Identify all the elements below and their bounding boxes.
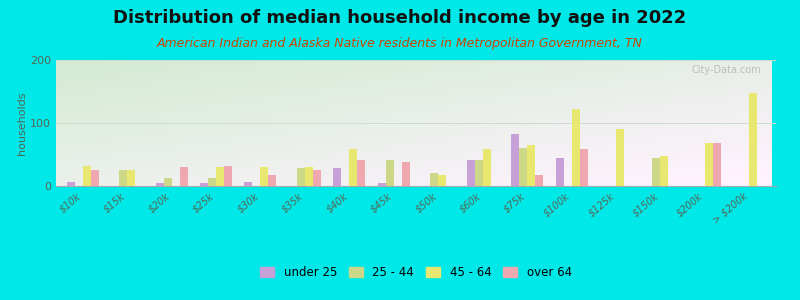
- Bar: [511, 134, 519, 186]
- Bar: [358, 160, 366, 186]
- Bar: [179, 167, 187, 186]
- Bar: [535, 175, 543, 186]
- Text: American Indian and Alaska Native residents in Metropolitan Government, TN: American Indian and Alaska Native reside…: [157, 38, 643, 50]
- Bar: [82, 166, 90, 186]
- Bar: [261, 167, 269, 186]
- Bar: [750, 93, 758, 186]
- Bar: [200, 183, 208, 186]
- Bar: [297, 168, 305, 186]
- Bar: [474, 160, 482, 186]
- Bar: [313, 170, 321, 186]
- Y-axis label: households: households: [18, 91, 27, 155]
- Bar: [82, 166, 90, 186]
- Bar: [713, 143, 721, 186]
- Bar: [402, 162, 410, 186]
- Bar: [430, 173, 438, 186]
- Bar: [527, 145, 535, 186]
- Bar: [200, 183, 208, 186]
- Bar: [555, 158, 563, 186]
- Bar: [163, 178, 171, 186]
- Bar: [482, 149, 490, 186]
- Bar: [119, 170, 127, 186]
- Bar: [90, 170, 98, 186]
- Bar: [438, 175, 446, 186]
- Bar: [466, 160, 474, 186]
- Bar: [386, 160, 394, 186]
- Bar: [438, 175, 446, 186]
- Bar: [155, 183, 163, 186]
- Bar: [208, 178, 216, 186]
- Bar: [378, 183, 386, 186]
- Bar: [511, 134, 519, 186]
- Bar: [224, 166, 232, 186]
- Bar: [90, 170, 98, 186]
- Text: Distribution of median household income by age in 2022: Distribution of median household income …: [114, 9, 686, 27]
- Bar: [208, 178, 216, 186]
- Bar: [386, 160, 394, 186]
- Bar: [555, 158, 563, 186]
- Bar: [616, 129, 624, 186]
- Bar: [579, 149, 587, 186]
- Bar: [297, 168, 305, 186]
- Bar: [571, 109, 579, 186]
- Bar: [535, 175, 543, 186]
- Bar: [378, 183, 386, 186]
- Bar: [350, 149, 358, 186]
- Bar: [179, 167, 187, 186]
- Bar: [334, 168, 342, 186]
- Bar: [127, 170, 135, 186]
- Bar: [350, 149, 358, 186]
- Bar: [163, 178, 171, 186]
- Legend: under 25, 25 - 44, 45 - 64, over 64: under 25, 25 - 44, 45 - 64, over 64: [255, 261, 577, 284]
- Text: City-Data.com: City-Data.com: [692, 65, 762, 75]
- Bar: [705, 143, 713, 186]
- Bar: [119, 170, 127, 186]
- Bar: [653, 158, 661, 186]
- Bar: [305, 167, 313, 186]
- Bar: [245, 182, 253, 186]
- Bar: [430, 173, 438, 186]
- Bar: [127, 170, 135, 186]
- Bar: [713, 143, 721, 186]
- Bar: [66, 182, 74, 186]
- Bar: [705, 143, 713, 186]
- Bar: [261, 167, 269, 186]
- Bar: [661, 156, 669, 186]
- Bar: [579, 149, 587, 186]
- Bar: [571, 109, 579, 186]
- Bar: [334, 168, 342, 186]
- Bar: [358, 160, 366, 186]
- Bar: [519, 148, 527, 186]
- Bar: [527, 145, 535, 186]
- Bar: [313, 170, 321, 186]
- Bar: [66, 182, 74, 186]
- Bar: [616, 129, 624, 186]
- Bar: [216, 167, 224, 186]
- Bar: [466, 160, 474, 186]
- Bar: [519, 148, 527, 186]
- Bar: [155, 183, 163, 186]
- Bar: [269, 175, 277, 186]
- Bar: [305, 167, 313, 186]
- Bar: [245, 182, 253, 186]
- Bar: [402, 162, 410, 186]
- Bar: [750, 93, 758, 186]
- Bar: [216, 167, 224, 186]
- Bar: [653, 158, 661, 186]
- Bar: [482, 149, 490, 186]
- Bar: [224, 166, 232, 186]
- Bar: [661, 156, 669, 186]
- Bar: [474, 160, 482, 186]
- Bar: [269, 175, 277, 186]
